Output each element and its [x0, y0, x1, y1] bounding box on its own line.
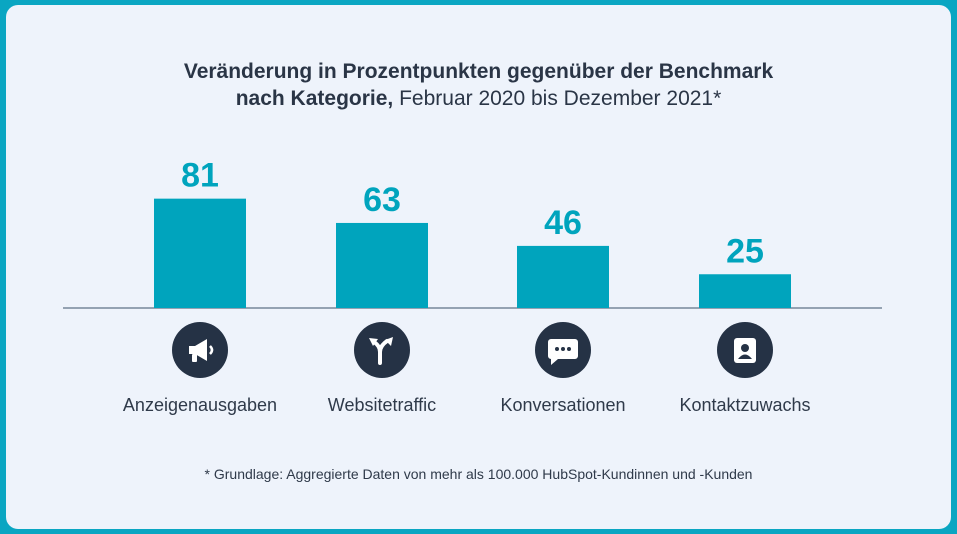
- bar-kontaktzuwachs: [699, 274, 791, 308]
- value-label: 25: [726, 232, 764, 270]
- category-label: Anzeigenausgaben: [122, 395, 278, 415]
- category-label: Websitetraffic: [327, 395, 437, 415]
- chat-bubble-icon: [535, 322, 591, 378]
- contact-card-icon: [717, 322, 773, 378]
- title-line-2-bold: nach Kategorie,: [235, 87, 394, 110]
- bar-konversationen: [517, 245, 609, 308]
- value-label: 63: [363, 181, 401, 219]
- footnote: * Grundlage: Aggregierte Daten von mehr …: [204, 466, 753, 482]
- megaphone-icon: [172, 322, 228, 378]
- fork-arrows-icon: [354, 322, 410, 378]
- title-line-1: Veränderung in Prozentpunkten gegenüber …: [183, 60, 774, 83]
- category-label: Konversationen: [500, 395, 626, 415]
- title-line-2-light: Februar 2020 bis Dezember 2021*: [393, 87, 722, 110]
- value-label: 81: [181, 157, 219, 195]
- value-label: 46: [544, 204, 582, 242]
- bar-websitetraffic: [336, 222, 428, 308]
- bar-anzeigenausgaben: [154, 198, 246, 308]
- category-label: Kontaktzuwachs: [679, 395, 811, 415]
- chart-title: Veränderung in Prozentpunkten gegenüber …: [0, 58, 957, 112]
